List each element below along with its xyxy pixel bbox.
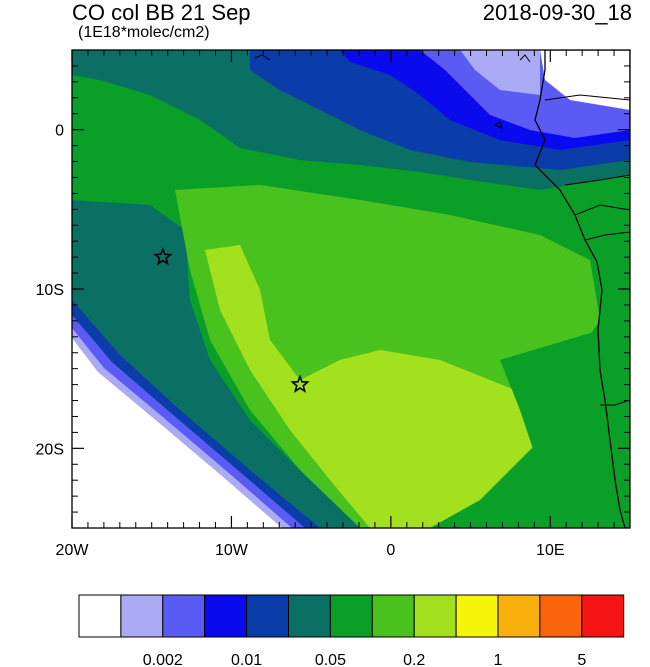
colorbar-label: 0.2 [403, 652, 425, 667]
colorbar-label: 0.002 [143, 652, 183, 667]
plot-date: 2018-09-30_18 [482, 0, 632, 25]
colorbar-box [120, 594, 164, 638]
x-tick-label: 10E [536, 542, 564, 559]
x-tick-label: 0 [386, 542, 395, 559]
co-field [72, 50, 630, 528]
colorbar-box [329, 594, 373, 638]
colorbar-box [497, 594, 541, 638]
markers-layer [153, 246, 310, 393]
x-tick-label: 10W [215, 542, 249, 559]
y-tick-label: 10S [36, 282, 64, 299]
colorbar-box [581, 594, 625, 638]
star-marker-2 [290, 374, 310, 393]
units-label: (1E18*molec/cm2) [78, 24, 210, 41]
axis-ticks: 20W 10W 0 10E 0 10S 20S [36, 49, 631, 559]
colorbar-box [288, 594, 331, 638]
colorbar: 0.002 0.01 0.05 0.2 1 5 [78, 594, 625, 667]
x-tick-label: 20W [56, 542, 90, 559]
y-tick-label: 0 [55, 123, 64, 140]
star-marker-1 [153, 246, 173, 266]
colorbar-label: 0.05 [315, 652, 346, 667]
colorbar-box [539, 594, 583, 638]
colorbar-label: 0.01 [231, 652, 262, 667]
colorbar-box [413, 594, 457, 638]
colorbar-label: 5 [577, 652, 586, 667]
colorbar-box [246, 594, 290, 638]
colorbar-box [371, 594, 415, 638]
colorbar-label: 1 [494, 652, 503, 667]
plot-title: CO col BB 21 Sep [72, 0, 251, 25]
y-tick-label: 20S [36, 441, 64, 458]
colorbar-box [204, 594, 248, 638]
colorbar-box [162, 594, 206, 638]
colorbar-box [78, 594, 122, 638]
colorbar-box [455, 594, 499, 638]
